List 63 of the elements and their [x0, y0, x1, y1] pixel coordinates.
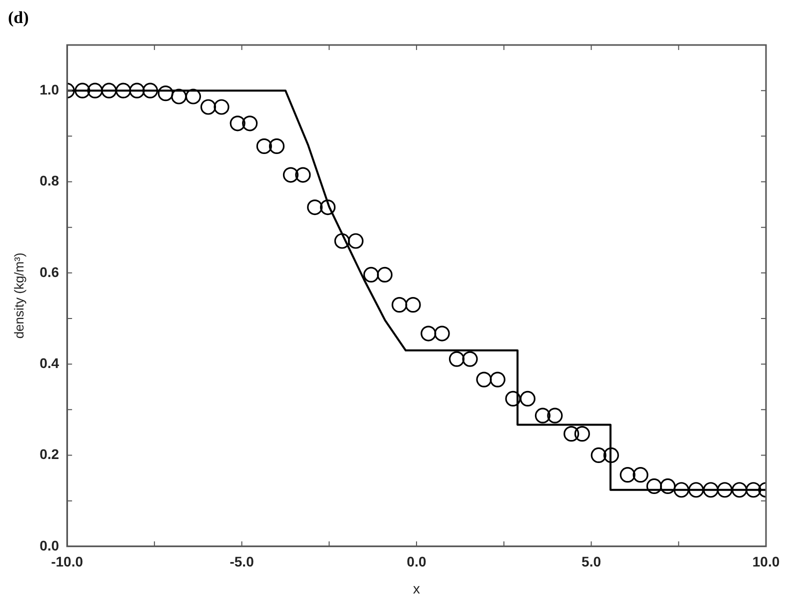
point — [674, 482, 690, 498]
point — [87, 82, 103, 98]
point — [646, 478, 662, 494]
point — [230, 116, 246, 132]
point — [158, 86, 174, 102]
y-tick-label: 0.0 — [40, 537, 60, 554]
point — [702, 482, 719, 498]
point — [116, 82, 132, 98]
y-tick-label: 0.6 — [40, 264, 60, 280]
x-axis-title: x — [413, 580, 420, 596]
point — [376, 266, 393, 283]
point — [660, 478, 676, 494]
point — [185, 88, 202, 104]
point — [348, 233, 364, 249]
y-tick-label: 0.8 — [40, 172, 60, 189]
point — [603, 447, 619, 464]
point — [746, 482, 762, 498]
point — [200, 99, 216, 115]
y-axis-title: density (kg/m³) — [11, 252, 26, 339]
point — [282, 167, 299, 183]
point — [520, 390, 536, 407]
point — [405, 297, 421, 313]
point — [142, 82, 158, 98]
x-tick-label: 10.0 — [752, 554, 780, 570]
point — [171, 88, 187, 104]
point — [256, 138, 272, 154]
point — [295, 167, 311, 183]
point — [716, 482, 733, 498]
point — [268, 138, 285, 154]
x-tick-label: -5.0 — [230, 554, 254, 570]
x-tick-label: -10.0 — [51, 554, 84, 570]
point — [392, 297, 408, 313]
point — [732, 482, 748, 498]
point — [101, 82, 117, 98]
point — [334, 233, 350, 249]
point — [688, 482, 704, 498]
y-tick-label: 0.4 — [40, 354, 60, 371]
point — [420, 326, 436, 342]
point — [320, 199, 336, 216]
point — [242, 116, 258, 132]
y-tick-label: 1.0 — [40, 81, 60, 98]
point — [462, 351, 478, 367]
text: (d) — [8, 8, 29, 27]
point — [490, 372, 506, 388]
point — [74, 82, 90, 98]
point — [307, 199, 323, 216]
point — [214, 99, 230, 115]
point — [476, 372, 492, 388]
point — [505, 390, 521, 407]
y-tick-label: 0.2 — [40, 446, 60, 462]
point — [632, 467, 648, 483]
point — [547, 408, 563, 424]
point — [448, 351, 465, 367]
point — [564, 426, 580, 442]
x-tick-label: 0.0 — [406, 554, 426, 570]
point — [574, 426, 590, 442]
point — [363, 266, 379, 283]
point — [129, 82, 145, 98]
x-tick-label: 5.0 — [582, 554, 602, 570]
point — [434, 326, 450, 342]
point — [620, 467, 636, 483]
point — [534, 408, 550, 424]
point — [590, 447, 606, 464]
